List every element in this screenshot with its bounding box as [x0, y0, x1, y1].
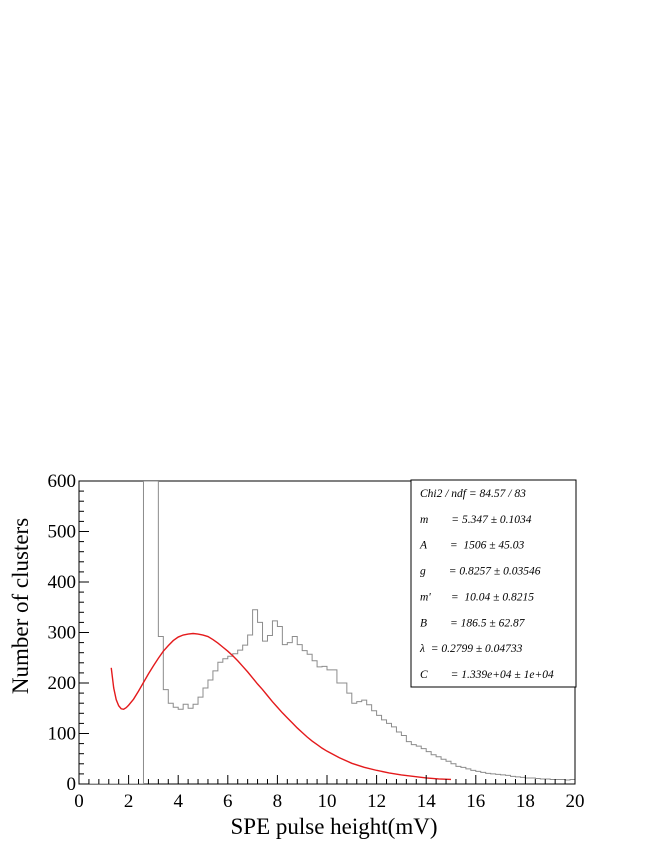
- stats-line: λ = 0.2799 ± 0.04733: [419, 643, 523, 655]
- stats-line: m = 5.347 ± 0.1034: [420, 514, 532, 526]
- stats-box: Chi2 / ndf = 84.57 / 83 m = 5.347 ± 0.103…: [410, 479, 577, 688]
- stats-line: B = 186.5 ± 62.87: [420, 617, 526, 629]
- x-tick-label: 20: [566, 791, 585, 812]
- x-tick-label: 4: [173, 791, 183, 812]
- y-tick-label: 100: [48, 724, 77, 745]
- stats-line: m' = 10.04 ± 0.8215: [420, 591, 534, 603]
- x-tick-label: 10: [318, 791, 337, 812]
- x-tick-label: 8: [273, 791, 283, 812]
- x-tick-label: 18: [516, 791, 535, 812]
- fit-curve-series: [110, 632, 452, 781]
- stats-line: A = 1506 ± 45.03: [419, 540, 525, 552]
- x-axis-title: SPE pulse height(mV): [231, 814, 438, 839]
- y-tick-label: 600: [48, 471, 77, 492]
- fit-curve: [110, 632, 452, 781]
- y-tick-label: 300: [48, 623, 77, 644]
- stats-line: g = 0.8257 ± 0.03546: [420, 566, 541, 578]
- x-tick-label: 6: [223, 791, 233, 812]
- x-tick-label: 2: [124, 791, 134, 812]
- x-tick-label: 12: [367, 791, 386, 812]
- histogram-steps: [79, 481, 575, 784]
- x-tick-label: 14: [417, 791, 437, 812]
- stats-line: C = 1.339e+04 ± 1e+04: [420, 669, 554, 681]
- y-tick-label: 0: [67, 774, 77, 795]
- x-tick-label: 0: [74, 791, 84, 812]
- stats-line: Chi2 / ndf = 84.57 / 83: [420, 488, 526, 500]
- x-tick-label: 16: [466, 791, 485, 812]
- y-tick-label: 200: [48, 673, 77, 694]
- histogram-series: [79, 481, 575, 784]
- stats-box-frame: [410, 479, 577, 688]
- y-axis-title: Number of clusters: [8, 518, 33, 694]
- y-tick-label: 400: [48, 572, 77, 593]
- y-tick-label: 500: [48, 522, 77, 543]
